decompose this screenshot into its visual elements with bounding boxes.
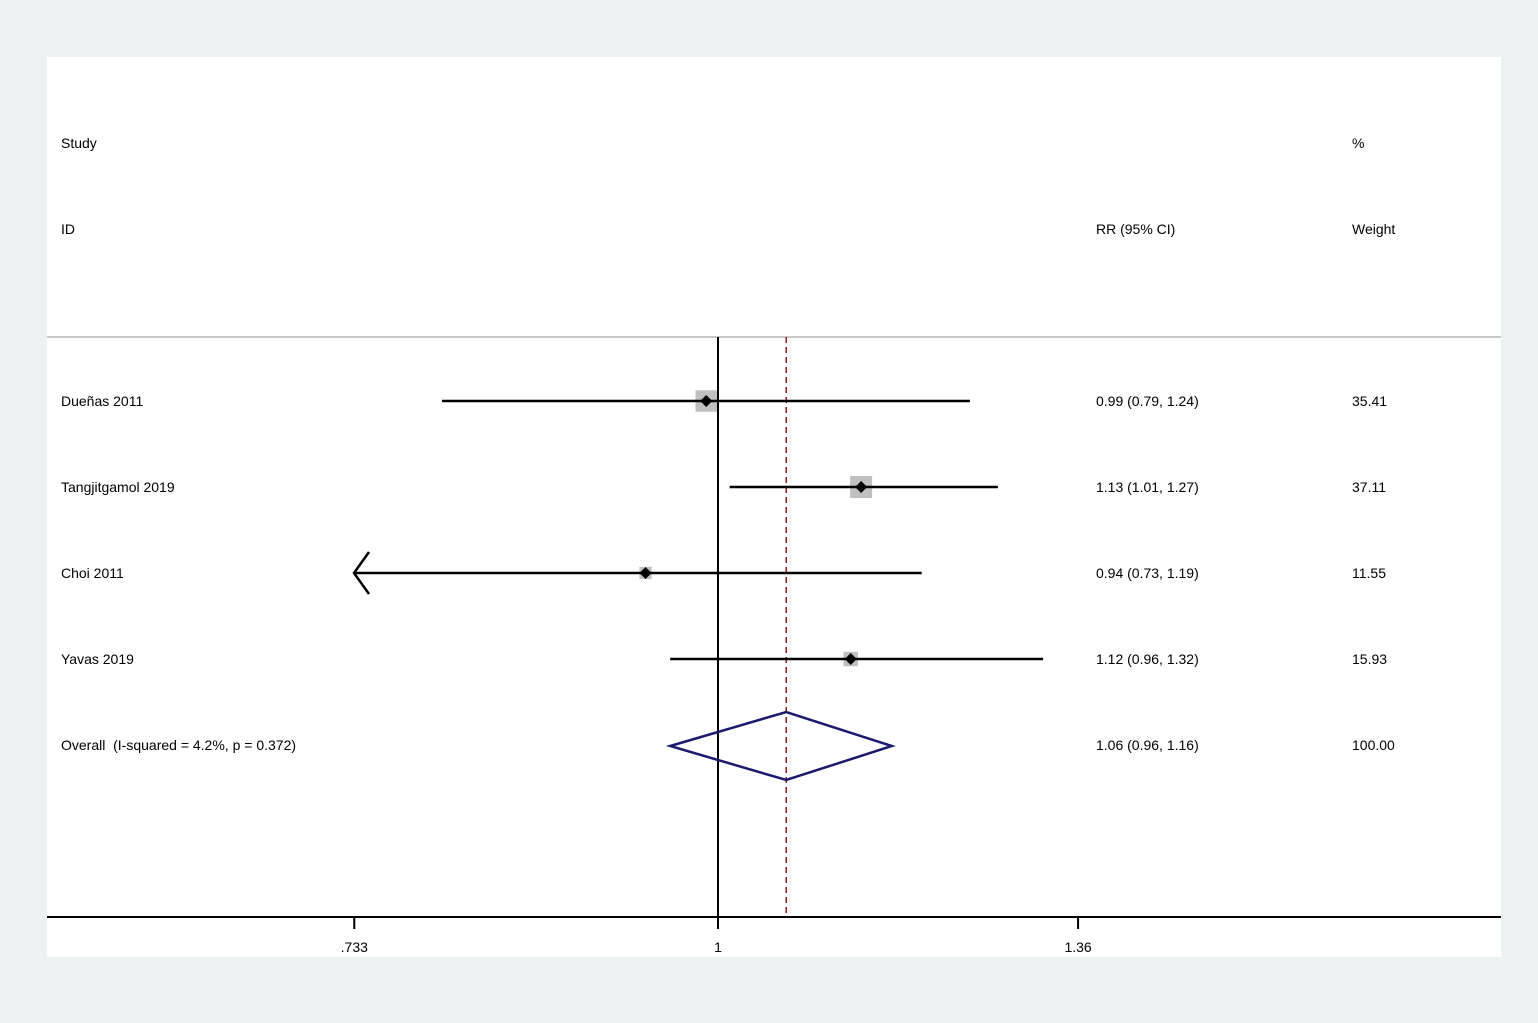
study-rr: 0.94 (0.73, 1.19) xyxy=(1096,565,1199,581)
study-row: Tangjitgamol 2019 1.13 (1.01, 1.27) 37.1… xyxy=(61,479,1386,495)
forest-plot: Study ID RR (95% CI) % Weight Dueñas 201… xyxy=(47,135,1501,955)
study-row: Choi 2011 0.94 (0.73, 1.19) 11.55 xyxy=(61,565,1386,581)
study-weight: 11.55 xyxy=(1352,565,1386,581)
study-rr: 1.13 (1.01, 1.27) xyxy=(1096,479,1199,495)
overall-label: Overall (I-squared = 4.2%, p = 0.372) xyxy=(61,737,296,753)
point-estimate xyxy=(844,653,857,665)
x-tick-label: 1 xyxy=(714,939,722,955)
header-study: Study xyxy=(61,135,97,151)
study-weight: 15.93 xyxy=(1352,651,1387,667)
point-estimate xyxy=(700,395,713,407)
study-label: Tangjitgamol 2019 xyxy=(61,479,175,495)
study-label: Yavas 2019 xyxy=(61,651,134,667)
study-row: Yavas 2019 1.12 (0.96, 1.32) 15.93 xyxy=(61,651,1387,667)
study-rr: 1.12 (0.96, 1.32) xyxy=(1096,651,1199,667)
study-label: Dueñas 2011 xyxy=(61,393,143,409)
header-effect: RR (95% CI) xyxy=(1096,221,1175,237)
study-row: Dueñas 2011 0.99 (0.79, 1.24) 35.41 xyxy=(61,393,1387,409)
study-rr: 0.99 (0.79, 1.24) xyxy=(1096,393,1199,409)
study-weight: 37.11 xyxy=(1352,479,1386,495)
x-tick-label: .733 xyxy=(341,939,368,955)
forest-plot-panel: Study ID RR (95% CI) % Weight Dueñas 201… xyxy=(47,57,1501,957)
x-tick-label: 1.36 xyxy=(1064,939,1091,955)
study-label: Choi 2011 xyxy=(61,565,124,581)
header-weight: Weight xyxy=(1352,221,1395,237)
chart-marks xyxy=(47,337,1501,929)
overall-weight: 100.00 xyxy=(1352,737,1395,753)
overall-diamond xyxy=(665,710,896,782)
point-estimate xyxy=(639,567,652,579)
point-estimate xyxy=(855,481,868,493)
study-weight: 35.41 xyxy=(1352,393,1387,409)
header-id: ID xyxy=(61,221,75,237)
header-percent: % xyxy=(1352,135,1364,151)
ci-arrow xyxy=(352,551,371,595)
overall-rr: 1.06 (0.96, 1.16) xyxy=(1096,737,1199,753)
overall-row: Overall (I-squared = 4.2%, p = 0.372) 1.… xyxy=(61,737,1395,753)
